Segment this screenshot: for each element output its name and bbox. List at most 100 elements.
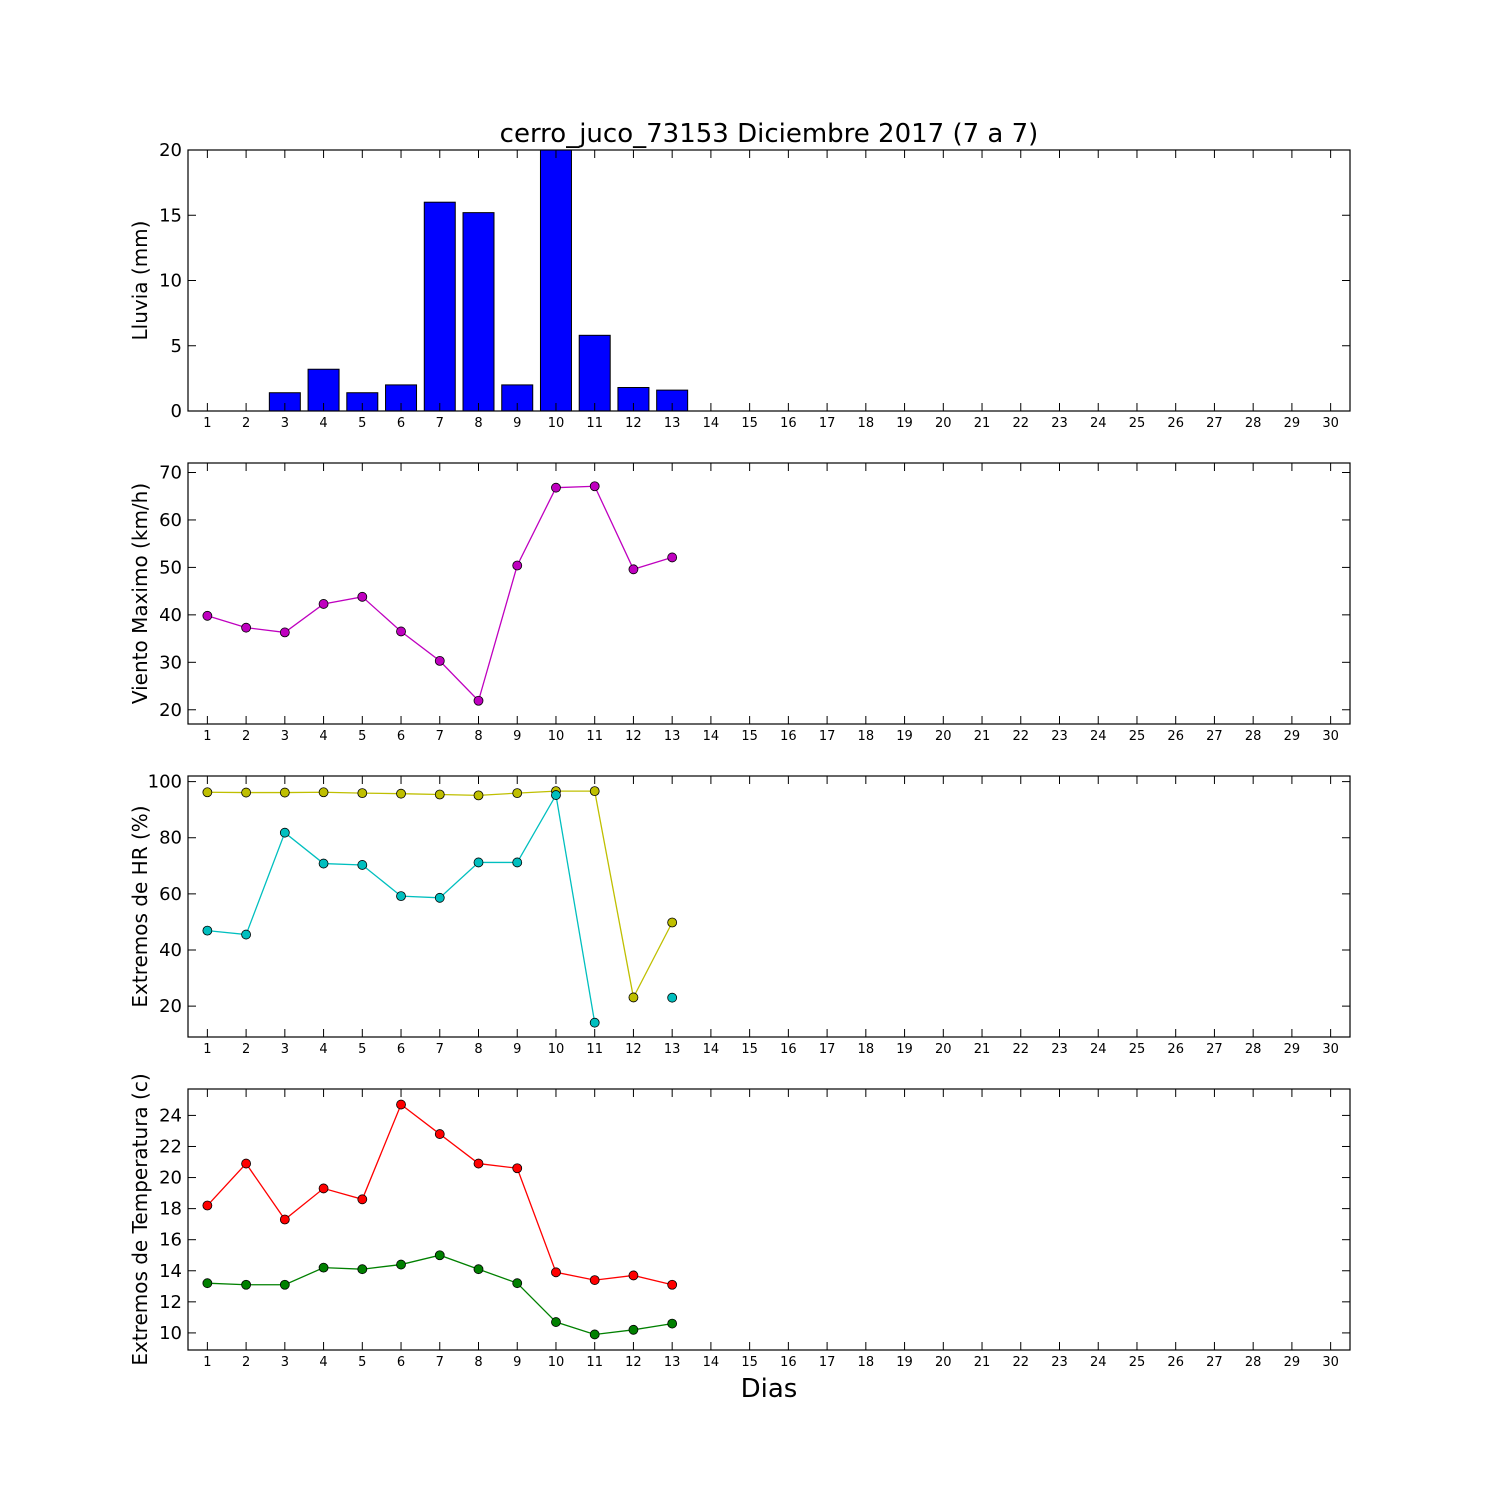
point-day-2 <box>241 1158 252 1169</box>
xtick-label: 15 <box>741 1042 758 1057</box>
xtick-label: 20 <box>935 729 952 744</box>
point-day-3 <box>279 627 290 638</box>
point-day-10 <box>551 790 561 800</box>
xtick-label: 28 <box>1245 416 1262 431</box>
xtick-label: 22 <box>1012 416 1029 431</box>
panel-4-frame <box>187 1088 1351 1351</box>
panel-1-series-1 <box>268 149 689 412</box>
xtick-label: 10 <box>548 416 565 431</box>
ytick-label: 12 <box>159 1292 182 1313</box>
point-day-11 <box>589 1275 600 1285</box>
point-day-6 <box>396 1099 406 1110</box>
ytick-label: 0 <box>171 401 182 422</box>
panel-2-series-1 <box>202 481 678 706</box>
point-day-11 <box>589 481 600 492</box>
xtick-label: 9 <box>513 1355 521 1370</box>
point-day-1 <box>202 1200 213 1211</box>
point-day-3 <box>279 1214 290 1225</box>
panel-2-y-axis-label: Viento Maximo (km/h) <box>128 483 152 704</box>
panel-2-frame <box>187 462 1351 725</box>
point-day-7 <box>434 1129 445 1139</box>
point-day-2 <box>241 622 252 633</box>
point-day-6 <box>396 1259 406 1270</box>
point-day-4 <box>318 1183 329 1194</box>
point-day-8 <box>473 1158 484 1169</box>
point-day-11 <box>589 786 600 797</box>
xtick-label: 4 <box>319 1355 327 1370</box>
xtick-label: 11 <box>586 1042 603 1057</box>
xtick-label: 7 <box>436 729 444 744</box>
ytick-label: 22 <box>159 1136 182 1157</box>
point-day-13 <box>667 552 678 563</box>
panel-3-y-axis-label: Extremos de HR (%) <box>128 805 152 1007</box>
point-day-5 <box>357 1194 368 1205</box>
bar-day-10 <box>539 149 572 412</box>
point-day-9 <box>512 1163 523 1174</box>
ytick-label: 40 <box>159 605 182 626</box>
xtick-label: 25 <box>1129 416 1146 431</box>
xtick-label: 23 <box>1051 729 1068 744</box>
xtick-label: 11 <box>586 1355 603 1370</box>
xtick-label: 2 <box>242 729 250 744</box>
ytick-label: 10 <box>159 1323 182 1344</box>
point-day-8 <box>473 857 484 868</box>
panel-4-series-1 <box>202 1099 678 1290</box>
ytick-label: 5 <box>171 336 182 357</box>
ytick-label: 60 <box>159 884 182 905</box>
point-day-3 <box>279 827 290 838</box>
xtick-label: 5 <box>358 416 366 431</box>
xtick-label: 2 <box>242 1355 250 1370</box>
point-day-4 <box>318 599 329 609</box>
xtick-label: 16 <box>780 1042 797 1057</box>
ytick-label: 16 <box>159 1230 182 1251</box>
xtick-label: 21 <box>974 1042 991 1057</box>
point-day-10 <box>551 1267 561 1278</box>
xtick-label: 16 <box>780 1355 797 1370</box>
ytick-label: 18 <box>159 1199 182 1220</box>
xtick-label: 14 <box>703 729 720 744</box>
point-day-13 <box>667 992 678 1003</box>
point-day-6 <box>396 626 406 637</box>
ytick-label: 80 <box>159 828 182 849</box>
xtick-label: 13 <box>664 416 681 431</box>
xtick-label: 17 <box>819 1042 836 1057</box>
point-day-2 <box>241 929 252 940</box>
point-day-9 <box>512 857 523 868</box>
point-day-9 <box>512 560 523 571</box>
point-day-7 <box>434 789 445 800</box>
xtick-label: 2 <box>242 1042 250 1057</box>
xtick-label: 8 <box>474 1355 482 1370</box>
ytick-label: 70 <box>159 462 182 483</box>
point-day-8 <box>473 790 484 801</box>
point-day-5 <box>357 788 368 799</box>
ytick-label: 100 <box>148 772 182 793</box>
xtick-label: 27 <box>1206 416 1223 431</box>
point-day-5 <box>357 591 368 602</box>
xtick-label: 6 <box>397 1355 405 1370</box>
xtick-label: 25 <box>1129 1355 1146 1370</box>
xtick-label: 16 <box>780 416 797 431</box>
xtick-label: 7 <box>436 1355 444 1370</box>
xtick-label: 28 <box>1245 1042 1262 1057</box>
xtick-label: 12 <box>625 729 642 744</box>
point-day-5 <box>357 1264 368 1275</box>
xtick-label: 29 <box>1284 1042 1301 1057</box>
xtick-label: 3 <box>281 1042 289 1057</box>
x-axis-label: Dias <box>741 1374 798 1404</box>
ytick-label: 40 <box>159 940 182 961</box>
xtick-label: 5 <box>358 1042 366 1057</box>
point-day-11 <box>589 1017 600 1028</box>
xtick-label: 23 <box>1051 1355 1068 1370</box>
point-day-6 <box>396 788 406 799</box>
point-day-8 <box>473 1264 484 1275</box>
xtick-label: 29 <box>1284 1355 1301 1370</box>
xtick-label: 9 <box>513 1042 521 1057</box>
xtick-label: 28 <box>1245 1355 1262 1370</box>
point-day-12 <box>628 564 639 575</box>
xtick-label: 20 <box>935 1355 952 1370</box>
xtick-label: 8 <box>474 1042 482 1057</box>
